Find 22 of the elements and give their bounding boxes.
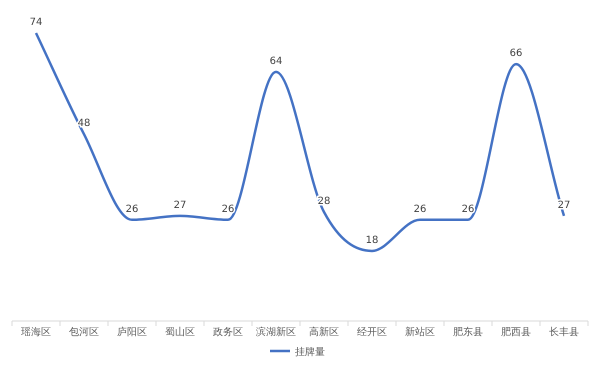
data-label: 26 [462,204,474,215]
legend-label: 挂牌量 [295,346,325,358]
data-label: 64 [270,56,282,67]
x-tick-label: 瑶海区 [21,326,51,338]
x-tick-label: 长丰县 [549,326,579,338]
x-tick-label: 肥东县 [453,326,483,338]
data-label: 66 [510,48,522,60]
x-tick-label: 肥西县 [501,327,531,338]
x-tick-label: 包河区 [69,326,99,338]
x-tick-label: 庐阳区 [117,326,147,338]
x-tick-label: 新站区 [405,326,435,338]
data-label: 26 [222,204,234,215]
x-tick-label: 政务区 [213,326,243,338]
x-tick-label: 经开区 [357,326,387,338]
data-label: 26 [126,204,138,215]
x-tick-label: 高新区 [309,326,339,338]
data-label: 74 [30,17,42,28]
x-tick-label: 滨湖新区 [256,326,296,338]
data-label: 27 [174,200,186,211]
x-tick-label: 蜀山区 [165,326,195,338]
data-label: 26 [414,204,426,215]
data-label: 18 [366,234,378,246]
